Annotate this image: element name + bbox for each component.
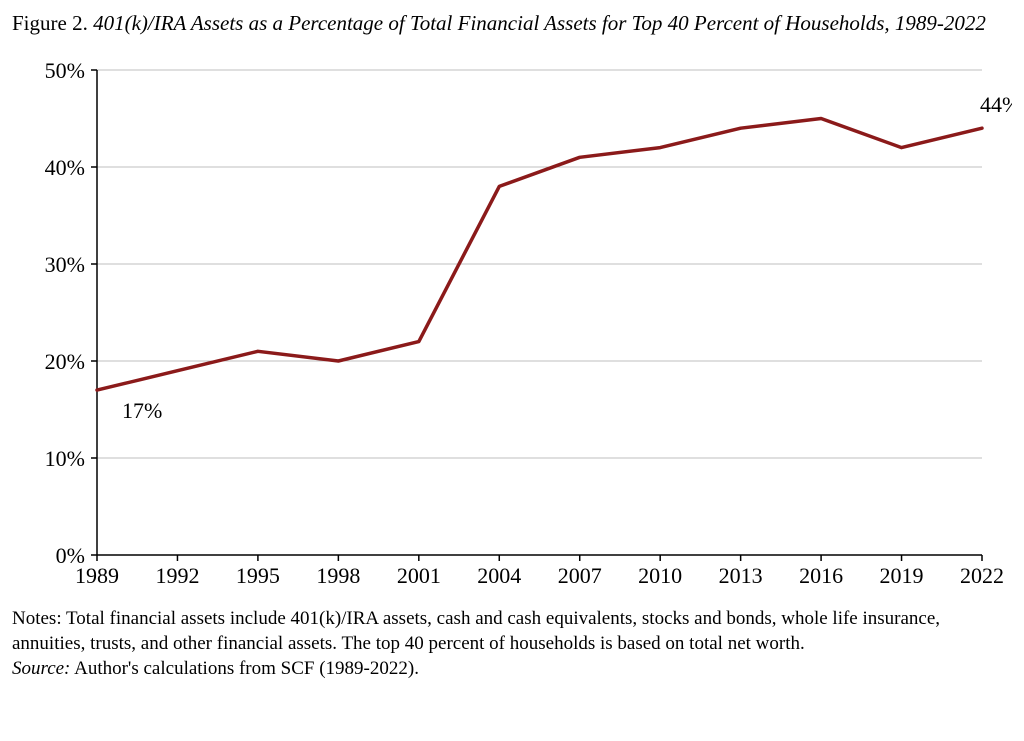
y-tick-label: 20% <box>45 349 85 374</box>
x-tick-label: 1995 <box>236 563 280 588</box>
x-tick-label: 2013 <box>719 563 763 588</box>
point-label: 17% <box>122 398 162 423</box>
y-tick-label: 10% <box>45 446 85 471</box>
x-tick-label: 2001 <box>397 563 441 588</box>
line-chart: 0%10%20%30%40%50%19891992199519982001200… <box>12 55 1012 595</box>
source-label: Source: <box>12 658 70 679</box>
figure-number: Figure 2. <box>12 11 93 35</box>
chart-container: 0%10%20%30%40%50%19891992199519982001200… <box>12 55 1012 595</box>
x-tick-label: 2004 <box>477 563 521 588</box>
y-tick-label: 50% <box>45 58 85 83</box>
x-tick-label: 2016 <box>799 563 843 588</box>
x-tick-label: 2022 <box>960 563 1004 588</box>
x-tick-label: 2007 <box>558 563 602 588</box>
x-tick-label: 2010 <box>638 563 682 588</box>
x-tick-label: 2019 <box>880 563 924 588</box>
point-label: 44% <box>980 92 1012 117</box>
y-tick-label: 40% <box>45 155 85 180</box>
source-text: Author's calculations from SCF (1989-202… <box>70 658 419 679</box>
figure-title: Figure 2. 401(k)/IRA Assets as a Percent… <box>12 10 1012 37</box>
x-tick-label: 1998 <box>316 563 360 588</box>
data-line <box>97 119 982 391</box>
figure-notes: Notes: Total financial assets include 40… <box>12 607 1012 681</box>
x-tick-label: 1989 <box>75 563 119 588</box>
y-tick-label: 30% <box>45 252 85 277</box>
notes-body: Notes: Total financial assets include 40… <box>12 608 940 654</box>
figure-description: 401(k)/IRA Assets as a Percentage of Tot… <box>93 11 986 35</box>
x-tick-label: 1992 <box>155 563 199 588</box>
